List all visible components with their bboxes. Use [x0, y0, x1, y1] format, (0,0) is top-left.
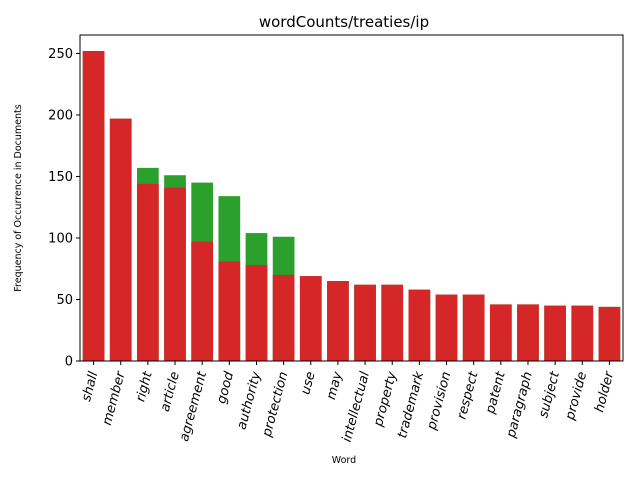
y-axis: 0 50 100 150 200 250: [48, 47, 80, 370]
x-tick-label-shall: shall: [79, 370, 101, 403]
x-tick-label-right: right: [133, 369, 156, 403]
x-tick-label-respect: respect: [454, 369, 481, 421]
y-tick-label: 150: [48, 170, 73, 185]
bar-red-provide: [571, 305, 594, 361]
x-tick-label-protection: protection: [259, 370, 291, 439]
bar-red-authority: [245, 265, 268, 361]
y-tick-label: 250: [48, 47, 73, 62]
bar-red-agreement: [191, 241, 214, 361]
x-tick-label-intellectual: intellectual: [340, 370, 373, 444]
bars-group: [82, 50, 621, 362]
x-tick-label-article: article: [158, 370, 183, 413]
bar-red-use: [299, 276, 322, 361]
x-tick-label-paragraph: paragraph: [504, 370, 536, 440]
bar-red-holder: [598, 306, 621, 361]
bar-red-patent: [489, 304, 512, 361]
y-axis-label: Frequency of Occurrence in Documents: [13, 104, 24, 292]
y-tick-label: 200: [48, 108, 73, 123]
y-tick-label: 100: [48, 231, 73, 246]
x-tick-label-provide: provide: [563, 370, 590, 422]
x-tick-label-member: member: [100, 369, 129, 428]
bar-red-protection: [272, 274, 295, 361]
x-axis-label: Word: [332, 455, 356, 466]
bar-red-subject: [544, 305, 566, 361]
x-tick-label-may: may: [324, 370, 346, 402]
bar-red-right: [137, 183, 159, 361]
x-tick-label-provision: provision: [424, 370, 454, 432]
bar-red-provision: [435, 294, 458, 361]
x-tick-label-subject: subject: [536, 369, 563, 419]
x-tick-label-property: property: [371, 370, 400, 429]
bar-red-good: [218, 261, 241, 361]
x-tick-label-agreement: agreement: [177, 369, 210, 443]
x-tick-label-good: good: [214, 369, 237, 405]
bar-red-intellectual: [354, 284, 376, 361]
bar-red-member: [109, 118, 132, 362]
bar-red-article: [164, 187, 186, 361]
bar-red-property: [381, 284, 404, 361]
y-tick-label: 50: [56, 293, 73, 308]
x-tick-label-use: use: [298, 370, 318, 396]
bar-red-shall: [82, 50, 105, 362]
y-tick-label: 0: [65, 355, 73, 370]
x-tick-label-trademark: trademark: [395, 370, 427, 440]
bar-red-paragraph: [517, 304, 539, 361]
x-tick-label-authority: authority: [235, 370, 265, 431]
plot-frame: [79, 34, 624, 362]
bar-red-trademark: [408, 289, 431, 361]
x-tick-label-holder: holder: [592, 369, 618, 414]
bar-red-respect: [462, 294, 485, 361]
x-tick-label-patent: patent: [483, 369, 509, 416]
bar-red-may: [327, 281, 349, 361]
chart-title: wordCounts/treaties/ip: [259, 13, 429, 31]
